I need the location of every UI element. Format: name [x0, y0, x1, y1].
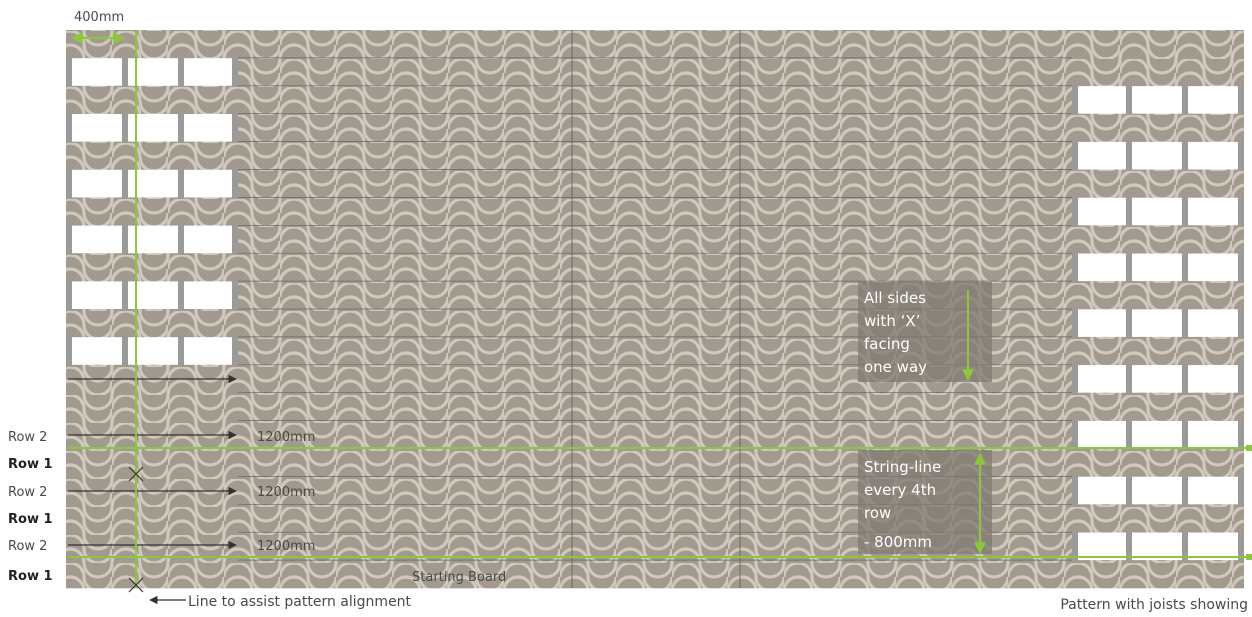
string-line-note-line: row	[864, 504, 891, 522]
deck-board	[66, 30, 1244, 59]
deck-board	[66, 392, 1244, 421]
alignment-cross-markers	[128, 466, 144, 593]
orientation-note-line: All sides	[864, 289, 926, 307]
row-labels: Row 2 Row 1 Row 2 Row 1 Row 2 Row 1	[8, 430, 53, 584]
deck-boards	[66, 30, 1244, 589]
deck-board	[66, 197, 1072, 226]
deck-board	[66, 253, 1072, 282]
deck-board	[66, 141, 1072, 170]
starting-board-label: Starting Board	[412, 570, 506, 585]
string-line-note-line: - 800mm	[864, 533, 932, 551]
row-label: Row 2	[8, 539, 47, 554]
deck-board	[66, 448, 1244, 477]
deck-board	[66, 504, 1244, 533]
orientation-note: All sides with ‘X’ facing one way	[858, 282, 992, 382]
joists-caption: Pattern with joists showing	[1060, 597, 1248, 613]
deck-board	[238, 169, 1244, 198]
row-label: Row 1	[8, 512, 53, 527]
string-line-note-line: String-line	[864, 458, 941, 476]
length-labels: 1200mm 1200mm 1200mm	[257, 430, 315, 554]
row-label: Row 1	[8, 457, 53, 472]
row-label: Row 2	[8, 430, 47, 445]
deck-board	[238, 281, 1244, 310]
length-label: 1200mm	[257, 485, 315, 500]
alignment-caption: Line to assist pattern alignment	[149, 594, 412, 610]
string-line-note: String-line every 4th row - 800mm	[858, 450, 992, 555]
orientation-note-line: facing	[864, 335, 910, 353]
row-label: Row 2	[8, 485, 47, 500]
deck-board	[238, 225, 1244, 254]
row-label: Row 1	[8, 569, 53, 584]
string-line-note-line: every 4th	[864, 481, 936, 499]
length-label: 1200mm	[257, 539, 315, 554]
deck-board	[66, 85, 1072, 114]
deck-board	[66, 560, 1244, 589]
deck-board	[238, 113, 1244, 142]
orientation-note-line: one way	[864, 358, 927, 376]
deck-board	[238, 336, 1244, 366]
alignment-note: Line to assist pattern alignment	[188, 594, 412, 610]
joist-spacing-dimension: 400mm	[70, 10, 126, 44]
board-direction-arrows	[68, 374, 237, 550]
deck-board	[238, 57, 1244, 87]
orientation-note-line: with ‘X’	[864, 312, 920, 330]
string-lines	[68, 445, 1252, 560]
length-label: 1200mm	[257, 430, 315, 445]
joist-spacing-label: 400mm	[74, 10, 124, 25]
